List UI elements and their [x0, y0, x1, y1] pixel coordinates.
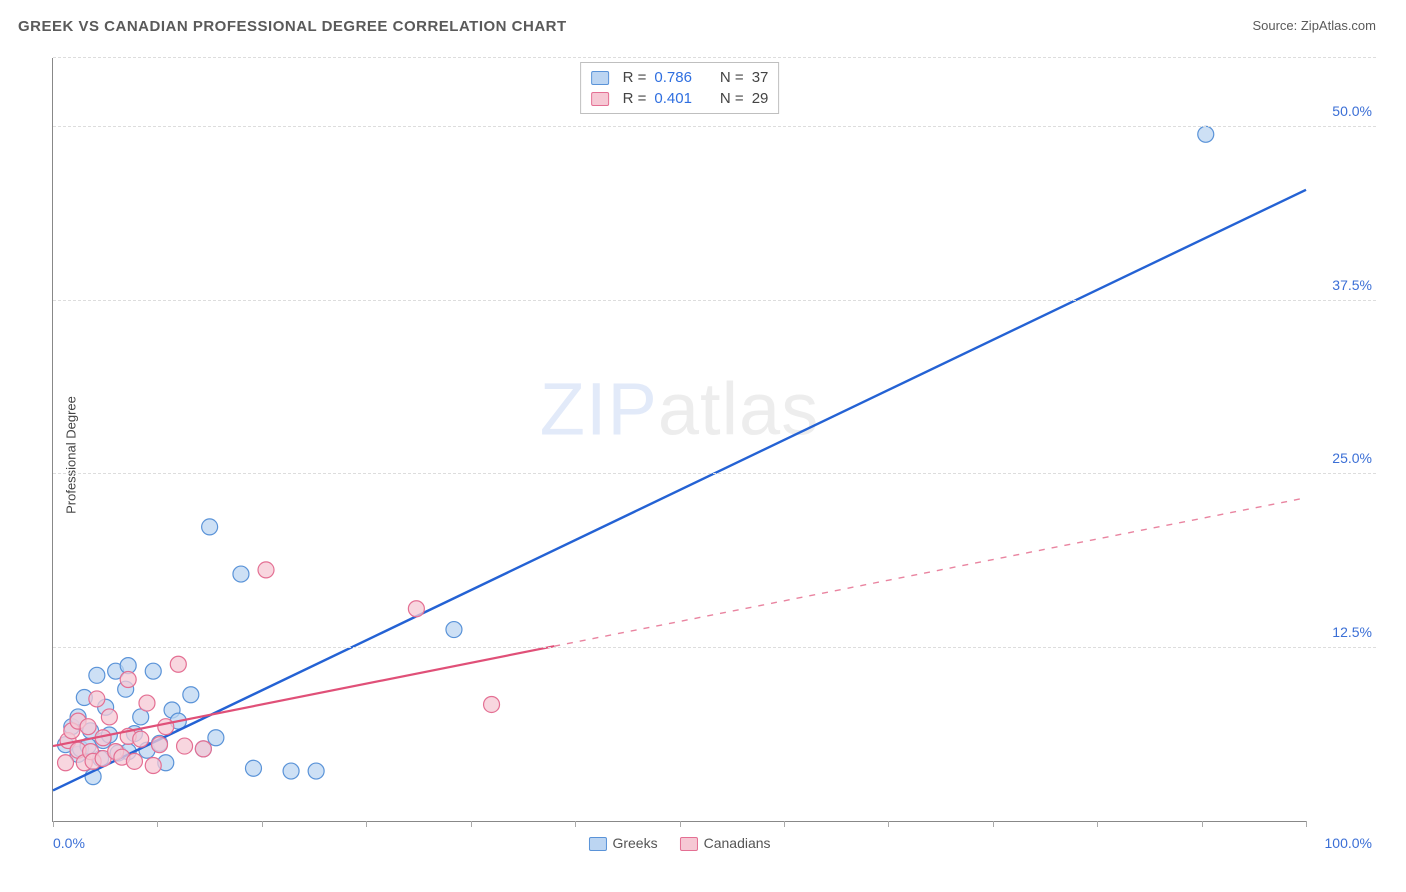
source-link[interactable]: ZipAtlas.com — [1301, 18, 1376, 33]
data-point-canadians — [408, 601, 424, 617]
data-point-greeks — [145, 663, 161, 679]
legend-label-canadians: Canadians — [704, 835, 771, 851]
x-tick — [1306, 821, 1307, 827]
n-label: N = — [720, 69, 744, 86]
x-tick — [1202, 821, 1203, 827]
data-point-greeks — [208, 730, 224, 746]
x-tick — [471, 821, 472, 827]
r-value-canadians: 0.401 — [654, 90, 692, 107]
n-label: N = — [720, 90, 744, 107]
data-point-canadians — [139, 695, 155, 711]
legend-item-canadians: Canadians — [680, 835, 771, 851]
gridline — [53, 300, 1376, 301]
data-point-greeks — [308, 763, 324, 779]
source-prefix: Source: — [1252, 18, 1300, 33]
plot-area: ZIPatlas R =0.786N =37R =0.401N =29 Gree… — [52, 58, 1306, 822]
chart-title: GREEK VS CANADIAN PROFESSIONAL DEGREE CO… — [18, 18, 567, 35]
x-tick — [575, 821, 576, 827]
stat-row-greeks: R = 0.786 N = 37 — [591, 67, 769, 88]
x-tick — [366, 821, 367, 827]
data-point-canadians — [145, 758, 161, 774]
data-point-canadians — [195, 741, 211, 757]
x-tick-label: 100.0% — [1325, 835, 1372, 851]
swatch-greeks-icon — [591, 71, 609, 85]
legend-swatch-canadians-icon — [680, 837, 698, 851]
swatch-canadians-icon — [591, 92, 609, 106]
stats-legend: R = 0.786 N = 37 R = 0.401 N = 29 — [580, 62, 780, 114]
x-tick — [888, 821, 889, 827]
source-credit: Source: ZipAtlas.com — [1252, 18, 1376, 33]
x-tick-label: 0.0% — [53, 835, 85, 851]
data-point-canadians — [58, 755, 74, 771]
gridline — [53, 647, 1376, 648]
gridline — [53, 57, 1376, 58]
series-legend: Greeks Canadians — [588, 835, 770, 851]
legend-label-greeks: Greeks — [612, 835, 657, 851]
x-tick — [157, 821, 158, 827]
x-tick — [680, 821, 681, 827]
data-point-canadians — [484, 696, 500, 712]
regression-extrapolation-canadians — [554, 498, 1306, 646]
r-value-greeks: 0.786 — [654, 69, 692, 86]
x-tick — [262, 821, 263, 827]
data-point-canadians — [177, 738, 193, 754]
n-value-canadians: 29 — [752, 90, 769, 107]
gridline — [53, 473, 1376, 474]
data-point-canadians — [152, 737, 168, 753]
y-tick-label: 12.5% — [1332, 624, 1372, 640]
x-tick — [993, 821, 994, 827]
data-point-canadians — [120, 671, 136, 687]
data-point-greeks — [89, 667, 105, 683]
plot-svg — [53, 58, 1306, 821]
gridline — [53, 126, 1376, 127]
data-point-greeks — [1198, 126, 1214, 142]
r-label: R = — [623, 69, 647, 86]
data-point-greeks — [233, 566, 249, 582]
data-point-greeks — [446, 622, 462, 638]
data-point-canadians — [258, 562, 274, 578]
y-tick-label: 37.5% — [1332, 277, 1372, 293]
n-value-greeks: 37 — [752, 69, 769, 86]
data-point-canadians — [170, 656, 186, 672]
regression-line-greeks — [53, 190, 1306, 791]
data-point-greeks — [283, 763, 299, 779]
stat-row-canadians: R = 0.401 N = 29 — [591, 88, 769, 109]
x-tick — [784, 821, 785, 827]
legend-item-greeks: Greeks — [588, 835, 657, 851]
data-point-greeks — [202, 519, 218, 535]
x-tick — [1097, 821, 1098, 827]
data-point-canadians — [89, 691, 105, 707]
data-point-canadians — [126, 753, 142, 769]
data-point-greeks — [183, 687, 199, 703]
data-point-canadians — [80, 719, 96, 735]
data-point-canadians — [133, 731, 149, 747]
r-label: R = — [623, 90, 647, 107]
legend-swatch-greeks-icon — [588, 837, 606, 851]
x-tick — [53, 821, 54, 827]
data-point-canadians — [101, 709, 117, 725]
chart-container: Professional Degree ZIPatlas R =0.786N =… — [18, 48, 1376, 862]
y-tick-label: 25.0% — [1332, 450, 1372, 466]
y-tick-label: 50.0% — [1332, 103, 1372, 119]
data-point-greeks — [245, 760, 261, 776]
data-point-canadians — [158, 719, 174, 735]
